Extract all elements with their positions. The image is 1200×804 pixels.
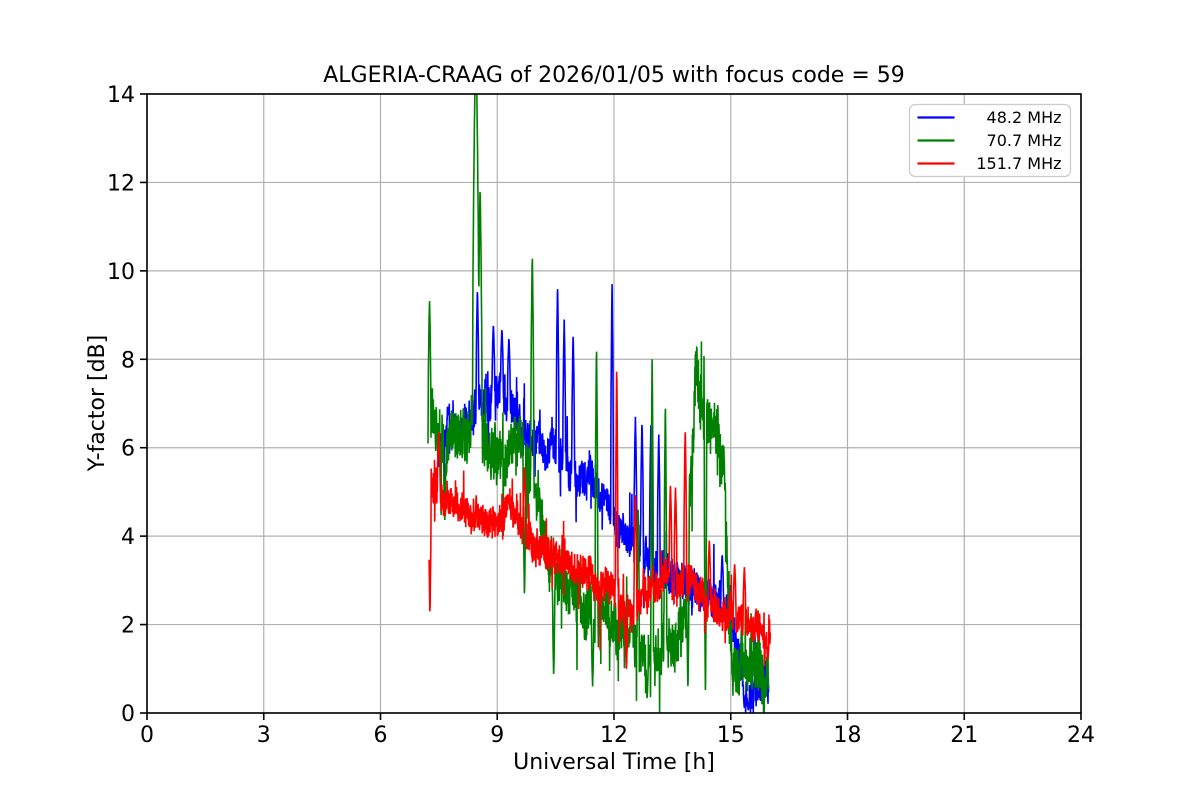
series-line-48.2-MHz xyxy=(437,284,770,713)
y-tick-label: 10 xyxy=(107,260,135,285)
legend-label: 70.7 MHz xyxy=(987,131,1062,150)
x-tick-label: 24 xyxy=(1067,723,1095,748)
legend: 48.2 MHz 70.7 MHz 151.7 MHz xyxy=(908,103,1072,178)
y-tick-label: 2 xyxy=(121,614,135,639)
chart-title: ALGERIA-CRAAG of 2026/01/05 with focus c… xyxy=(323,63,905,88)
y-axis-label: Y-factor [dB] xyxy=(85,335,110,472)
y-tick-label: 6 xyxy=(121,437,135,462)
x-tick-label: 18 xyxy=(834,723,862,748)
x-tick-label: 0 xyxy=(140,723,154,748)
legend-label: 48.2 MHz xyxy=(987,108,1062,127)
x-tick-label: 21 xyxy=(950,723,978,748)
x-tick-label: 9 xyxy=(490,723,504,748)
y-tick-label: 14 xyxy=(107,83,135,108)
x-tick-label: 15 xyxy=(717,723,745,748)
y-tick-label: 4 xyxy=(121,525,135,550)
x-tick-label: 6 xyxy=(374,723,388,748)
series-line-70.7-MHz xyxy=(427,94,770,713)
legend-label: 151.7 MHz xyxy=(976,154,1061,173)
y-tick-label: 12 xyxy=(107,171,135,196)
legend-box xyxy=(908,103,1072,178)
x-tick-label: 3 xyxy=(257,723,271,748)
series-line-151.7-MHz xyxy=(428,371,772,669)
x-axis-label: Universal Time [h] xyxy=(513,750,715,775)
series-layer xyxy=(427,94,772,713)
x-tick-label: 12 xyxy=(600,723,628,748)
y-tick-label: 0 xyxy=(121,702,135,727)
y-tick-label: 8 xyxy=(121,348,135,373)
